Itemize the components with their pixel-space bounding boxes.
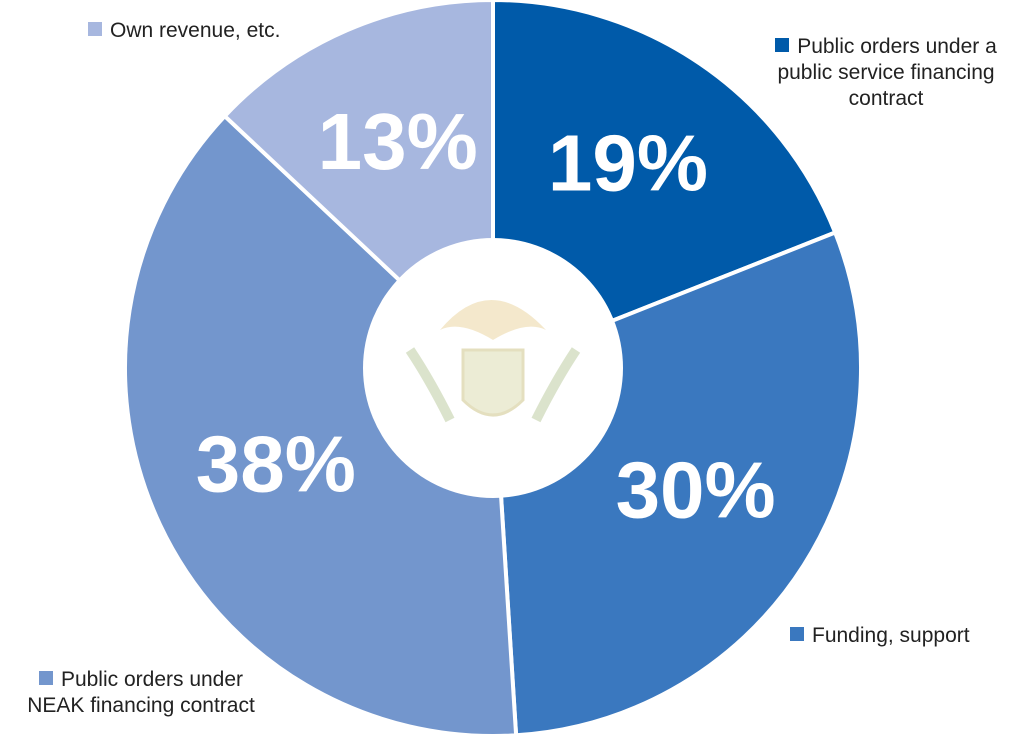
- legend-label: Public orders under a public service fin…: [777, 35, 997, 110]
- donut-hole: [363, 238, 623, 498]
- legend-swatch: [88, 22, 102, 36]
- legend-entry: Funding, support: [790, 623, 1010, 649]
- legend-entry: Public orders under NEAK financing contr…: [10, 667, 272, 719]
- slice: [123, 113, 519, 736]
- legend-entry: Own revenue, etc.: [88, 18, 328, 44]
- legend-entry: Public orders under a public service fin…: [760, 34, 1012, 112]
- logo: [405, 300, 581, 423]
- legend-swatch: [38, 671, 53, 685]
- value-label: 38%: [196, 419, 356, 508]
- value-label: 19%: [548, 119, 708, 208]
- legend-swatch: [775, 38, 790, 52]
- value-label: 30%: [616, 446, 776, 535]
- legend-swatch: [790, 627, 804, 641]
- legend-label: Public orders under NEAK financing contr…: [27, 668, 255, 717]
- legend-label: Own revenue, etc.: [110, 19, 281, 42]
- legend-label: Funding, support: [812, 624, 970, 647]
- value-label: 13%: [318, 97, 478, 186]
